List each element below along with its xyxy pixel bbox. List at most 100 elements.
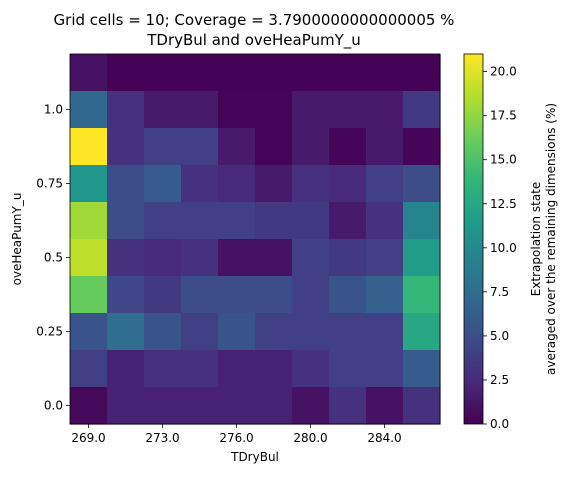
heatmap-cell bbox=[292, 128, 330, 166]
heatmap-cell bbox=[181, 276, 219, 314]
heatmap-cell bbox=[292, 387, 330, 425]
heatmap-cell bbox=[70, 202, 108, 240]
heatmap-cell bbox=[70, 313, 108, 351]
heatmap-cell bbox=[144, 276, 182, 314]
heatmap-cell bbox=[70, 387, 108, 425]
heatmap-cell bbox=[329, 276, 367, 314]
y-axis: 0.0 0.25 0.5 0.75 1.0 bbox=[36, 103, 70, 413]
heatmap-cell bbox=[403, 165, 441, 203]
heatmap-cell bbox=[292, 239, 330, 277]
heatmap-cell bbox=[255, 128, 293, 166]
heatmap-cell bbox=[218, 54, 256, 92]
heatmap-cell bbox=[403, 91, 441, 129]
heatmap-cell bbox=[144, 165, 182, 203]
heatmap-cell bbox=[366, 313, 404, 351]
x-tick-label: 284.0 bbox=[367, 431, 401, 445]
heatmap-cell bbox=[144, 54, 182, 92]
heatmap-cell bbox=[107, 239, 145, 277]
heatmap-cell bbox=[107, 54, 145, 92]
heatmap-cell bbox=[144, 387, 182, 425]
heatmap-cell bbox=[366, 387, 404, 425]
colorbar-tick-label: 12.5 bbox=[490, 197, 517, 211]
heatmap-cell bbox=[366, 91, 404, 129]
heatmap-cell bbox=[218, 91, 256, 129]
heatmap-cell bbox=[292, 54, 330, 92]
heatmap-cell bbox=[70, 350, 108, 388]
colorbar-label-line-1: Extrapolation state bbox=[529, 182, 543, 297]
heatmap-cell bbox=[181, 202, 219, 240]
heatmap-cell bbox=[218, 387, 256, 425]
heatmap-cell bbox=[403, 276, 441, 314]
heatmap-cell bbox=[329, 350, 367, 388]
x-tick-label: 280.0 bbox=[293, 431, 327, 445]
heatmap-cell bbox=[403, 387, 441, 425]
colorbar-tick-label: 7.5 bbox=[490, 285, 509, 299]
y-axis-label: oveHeaPumY_u bbox=[10, 193, 24, 286]
heatmap-cell bbox=[403, 350, 441, 388]
heatmap-cell bbox=[292, 313, 330, 351]
heatmap-cell bbox=[292, 165, 330, 203]
heatmap-cell bbox=[255, 239, 293, 277]
heatmap-cell bbox=[403, 239, 441, 277]
heatmap-cell bbox=[107, 387, 145, 425]
heatmap-cell bbox=[329, 128, 367, 166]
heatmap-cell bbox=[329, 313, 367, 351]
x-axis-label: TDryBul bbox=[230, 450, 279, 464]
heatmap-cell bbox=[107, 165, 145, 203]
heatmap-cell bbox=[218, 128, 256, 166]
heatmap-cell bbox=[218, 239, 256, 277]
heatmap-cell bbox=[144, 313, 182, 351]
heatmap-cell bbox=[366, 165, 404, 203]
heatmap-cell bbox=[218, 313, 256, 351]
heatmap-cell bbox=[292, 91, 330, 129]
heatmap-cell bbox=[366, 239, 404, 277]
heatmap-cell bbox=[292, 202, 330, 240]
chart-title-line-1: Grid cells = 10; Coverage = 3.7900000000… bbox=[54, 11, 455, 29]
heatmap-cell bbox=[255, 387, 293, 425]
heatmap-cell bbox=[107, 202, 145, 240]
heatmap-cell bbox=[255, 313, 293, 351]
colorbar-tick-label: 5.0 bbox=[490, 329, 509, 343]
heatmap-cell bbox=[255, 165, 293, 203]
heatmap-cell bbox=[218, 350, 256, 388]
heatmap-cell bbox=[255, 202, 293, 240]
heatmap-cell bbox=[329, 239, 367, 277]
colorbar bbox=[464, 54, 483, 424]
heatmap-cell bbox=[366, 128, 404, 166]
heatmap-cell bbox=[292, 276, 330, 314]
heatmap-cell bbox=[181, 165, 219, 203]
colorbar-tick-label: 20.0 bbox=[490, 65, 517, 79]
heatmap-cell bbox=[107, 276, 145, 314]
heatmap-cell bbox=[107, 91, 145, 129]
y-tick-label: 0.5 bbox=[44, 251, 63, 265]
chart-title: Grid cells = 10; Coverage = 3.7900000000… bbox=[54, 11, 455, 50]
heatmap-cell bbox=[403, 128, 441, 166]
heatmap-cell bbox=[181, 239, 219, 277]
heatmap-cell bbox=[329, 387, 367, 425]
plot-frame bbox=[69, 53, 441, 425]
heatmap-cell bbox=[255, 91, 293, 129]
heatmap-cell bbox=[218, 276, 256, 314]
heatmap-cell bbox=[403, 313, 441, 351]
colorbar-frame bbox=[463, 53, 484, 425]
heatmap-cell bbox=[366, 202, 404, 240]
heatmap-cell bbox=[366, 54, 404, 92]
heatmap-cell bbox=[144, 239, 182, 277]
x-axis: 269.0 273.0 276.0 280.0 284.0 bbox=[71, 424, 402, 445]
heatmap-cell bbox=[107, 128, 145, 166]
heatmap-cell bbox=[218, 202, 256, 240]
x-tick-label: 273.0 bbox=[145, 431, 179, 445]
heatmap-cell bbox=[403, 202, 441, 240]
heatmap-cell bbox=[255, 350, 293, 388]
y-tick-label: 0.0 bbox=[44, 399, 63, 413]
heatmap-cell bbox=[292, 350, 330, 388]
heatmap-cell bbox=[70, 54, 108, 92]
colorbar-tick-label: 17.5 bbox=[490, 109, 517, 123]
heatmap-cells bbox=[70, 54, 441, 425]
heatmap-cell bbox=[218, 165, 256, 203]
heatmap-cell bbox=[181, 350, 219, 388]
colorbar-axis: 0.0 2.5 5.0 7.5 10.0 12.5 15.0 17.5 20.0 bbox=[483, 65, 517, 431]
heatmap-cell bbox=[329, 202, 367, 240]
